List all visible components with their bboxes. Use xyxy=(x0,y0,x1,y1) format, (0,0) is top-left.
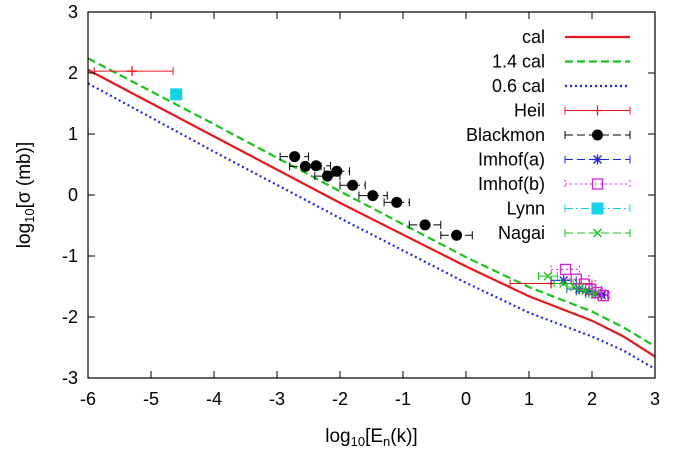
data-point xyxy=(127,66,138,77)
y-tick-label: -3 xyxy=(62,368,78,388)
error-bar xyxy=(550,265,580,274)
legend-label: Nagai xyxy=(498,223,545,243)
x-tick-label: -6 xyxy=(80,389,96,409)
legend-marker xyxy=(592,105,603,116)
legend-swatch xyxy=(564,229,631,237)
data-point xyxy=(310,160,322,172)
axis-title-part: log xyxy=(14,223,35,248)
data-point xyxy=(585,283,597,296)
legend-item: Nagai xyxy=(498,223,631,243)
curve-1-4-cal xyxy=(88,57,655,348)
legend-swatch xyxy=(564,131,631,139)
legend-label: 0.6 cal xyxy=(492,76,545,96)
axis-title-part: 10 xyxy=(22,208,37,222)
data-point xyxy=(289,151,301,163)
x-tick-label: -3 xyxy=(269,389,285,409)
axis-title-part: (k)] xyxy=(390,426,417,447)
axis-title-part: [E xyxy=(365,426,383,447)
x-tick-label: 1 xyxy=(524,389,534,409)
y-tick-label: 3 xyxy=(68,2,78,22)
series-lynn xyxy=(170,88,183,101)
data-point xyxy=(331,165,343,177)
x-tick-label: -5 xyxy=(143,389,159,409)
legend-marker xyxy=(592,129,603,141)
legend-item: Imhof(b) xyxy=(478,174,631,194)
curve-cal xyxy=(88,68,655,358)
data-point xyxy=(543,271,553,281)
data-point xyxy=(590,289,600,299)
legend-item: Imhof(a) xyxy=(478,150,631,170)
x-tick-label: 3 xyxy=(650,389,660,409)
axes: -6 -5 -4 -3 -2 -1 0 1 2 3 -3 -2 -1 0 1 2 3 xyxy=(62,2,660,409)
legend-swatch xyxy=(564,180,631,188)
y-tick-label: -1 xyxy=(62,246,78,266)
data-point xyxy=(391,196,403,208)
x-tick-label: 0 xyxy=(461,389,471,409)
axis-title-part: log xyxy=(325,426,350,447)
data-point xyxy=(299,160,311,172)
error-bar xyxy=(537,272,558,281)
x-tick-label: 2 xyxy=(587,389,597,409)
legend-item: Heil xyxy=(514,101,631,121)
curve-0-6-cal xyxy=(88,82,655,370)
legend-swatch xyxy=(564,155,631,164)
data-point xyxy=(591,286,603,299)
data-point xyxy=(559,263,572,276)
legend-label: 1.4 cal xyxy=(492,52,545,72)
x-tick-label: -4 xyxy=(206,389,222,409)
legend-item: Blackmon xyxy=(466,125,631,145)
data-point xyxy=(367,190,379,202)
legend-marker xyxy=(592,154,603,165)
axis-title-part: 10 xyxy=(351,434,365,449)
x-axis-title: log10[En(k)] xyxy=(325,426,417,449)
legend-label: Heil xyxy=(514,101,545,121)
series-blackmon xyxy=(279,151,473,241)
y-tick-label: 1 xyxy=(68,124,78,144)
legend-item: Lynn xyxy=(507,199,631,219)
y-tick-label: -2 xyxy=(62,307,78,327)
axis-title-part: n xyxy=(383,434,390,449)
legend-item: 0.6 cal xyxy=(492,76,630,96)
series-imhof-b xyxy=(550,263,611,302)
data-point xyxy=(419,219,431,231)
legend-item: cal xyxy=(522,27,630,47)
y-tick-label: 2 xyxy=(68,63,78,83)
data-point xyxy=(569,282,579,292)
data-point xyxy=(170,88,183,101)
series-nagai xyxy=(537,271,602,299)
legend-label: Blackmon xyxy=(466,125,545,145)
legend-marker xyxy=(593,228,602,238)
legend-item: 1.4 cal xyxy=(492,52,630,72)
y-axis-title: log10[σ (mb)] xyxy=(14,142,37,248)
legend-marker xyxy=(591,202,604,215)
legend-label: cal xyxy=(522,27,545,47)
legend-label: Imhof(a) xyxy=(478,150,545,170)
x-tick-label: -1 xyxy=(395,389,411,409)
data-point xyxy=(451,229,463,241)
legend: cal 1.4 cal 0.6 cal Heil Blackmon Imhof(a) Imh… xyxy=(466,27,631,243)
legend-label: Lynn xyxy=(507,199,545,219)
data-point xyxy=(347,179,359,191)
legend-marker xyxy=(591,178,604,190)
legend-label: Imhof(b) xyxy=(478,174,545,194)
y-tick-label: 0 xyxy=(68,185,78,205)
data-point xyxy=(597,289,609,302)
x-tick-label: -2 xyxy=(332,389,348,409)
axis-title-part: [σ (mb)] xyxy=(14,142,35,209)
plot-area xyxy=(88,57,655,370)
